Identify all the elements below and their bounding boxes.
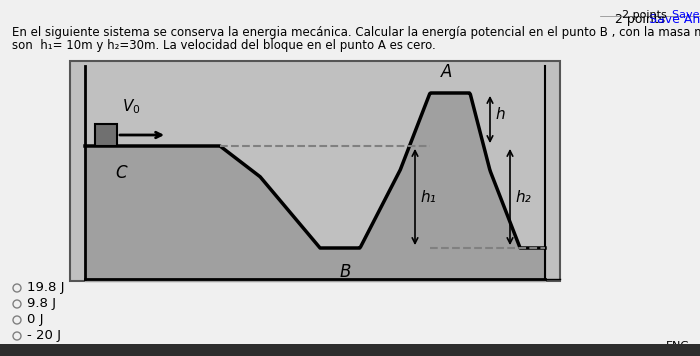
Text: 0 J: 0 J [27,314,43,326]
Text: 9.8 J: 9.8 J [27,298,56,310]
Text: 19.8 J: 19.8 J [27,282,64,294]
Text: son  h₁= 10m y h₂=30m. La velocidad del bloque en el punto A es cero.: son h₁= 10m y h₂=30m. La velocidad del b… [12,39,435,52]
Bar [0,344,700,356]
Text: ENG: ENG [666,341,690,351]
Text: 2 points: 2 points [622,10,666,20]
Text: C: C [115,164,127,182]
Text: Save An: Save An [672,10,700,20]
Text: $V_0$: $V_0$ [122,97,141,116]
Bar [95,124,117,146]
Text: h₁: h₁ [420,189,435,204]
Text: A: A [441,63,453,81]
Text: Save An: Save An [649,13,700,26]
Text: h: h [495,107,505,122]
Text: 2 points: 2 points [615,13,665,26]
Text: B: B [340,263,351,281]
Text: - 20 J: - 20 J [27,330,61,342]
Text: En el siguiente sistema se conserva la energia mecánica. Calcular la energía pot: En el siguiente sistema se conserva la e… [12,26,700,39]
Text: h₂: h₂ [515,189,531,204]
Bar [70,61,560,281]
